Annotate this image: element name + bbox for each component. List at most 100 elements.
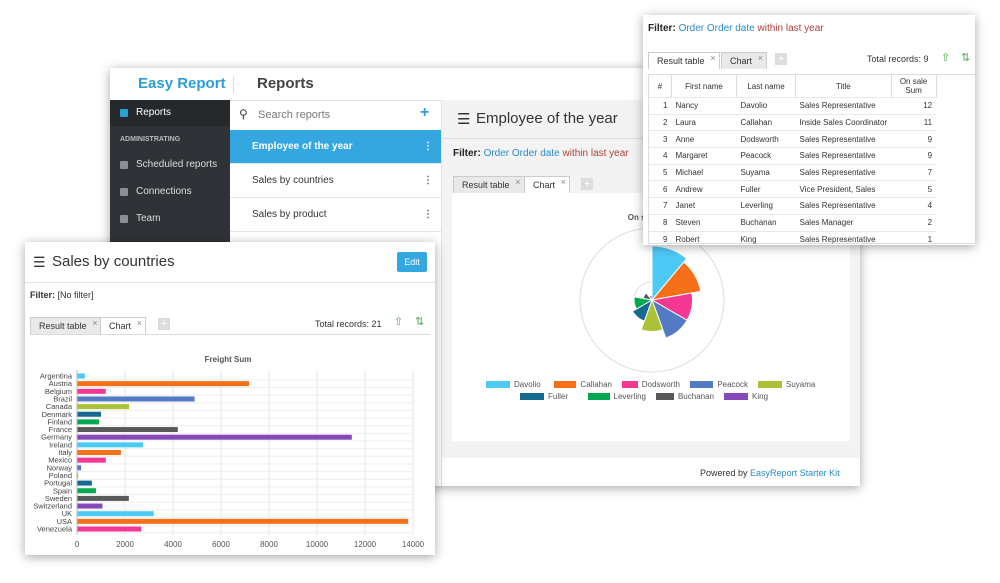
tab[interactable]: Result table ×: [648, 52, 720, 69]
bar: [77, 419, 100, 425]
add-tab[interactable]: +: [158, 318, 170, 330]
filter-label: Filter:: [648, 23, 676, 34]
table-row: 6 Andrew Fuller Vice President, Sales 5: [649, 180, 937, 199]
divider: [233, 76, 234, 93]
column-header: Title: [795, 75, 892, 98]
tab[interactable]: Result table ×: [30, 317, 102, 334]
y-tick-label: Italy: [58, 448, 72, 457]
bar: [77, 480, 92, 486]
polar-wedge: [650, 261, 702, 301]
polar-wedge: [631, 298, 653, 322]
bar: [77, 457, 106, 463]
table-row: 8 Steven Buchanan Sales Manager 2: [649, 214, 937, 232]
legend-item: Fuller: [520, 392, 578, 401]
table-cell: Sales Representative: [795, 97, 892, 115]
legend-swatch: [588, 393, 610, 400]
legend-label: Fuller: [548, 392, 569, 401]
table-cell: Andrew: [671, 180, 737, 199]
table-cell: 12: [891, 97, 937, 115]
polar-wedge: [651, 298, 688, 339]
legend-swatch: [622, 381, 638, 388]
bar: [77, 381, 250, 387]
table-cell: Davolio: [736, 97, 796, 115]
table-cell: Sales Representative: [795, 147, 892, 165]
bar: [77, 526, 142, 532]
report-item[interactable]: Employee of the year ⋮: [230, 130, 441, 164]
y-tick-label: Finland: [47, 417, 72, 426]
add-tab[interactable]: +: [775, 53, 787, 65]
legend-label: Callahan: [580, 380, 612, 389]
tab-label: Result table: [657, 56, 705, 66]
filter-field: Order Order date: [678, 23, 755, 34]
menu-item[interactable]: Team: [110, 206, 230, 232]
result-panel: Filter: Order Order date within last yea…: [643, 15, 975, 245]
table-row: 9 Robert King Sales Representative 1: [649, 231, 937, 245]
legend-label: King: [752, 392, 769, 401]
filter-field: Order Order date: [483, 148, 560, 159]
total-records: Total records: 9: [867, 54, 929, 64]
tab[interactable]: Chart ×: [524, 176, 571, 193]
table-cell: 5: [649, 164, 672, 182]
legend-item: Dodsworth: [622, 380, 680, 389]
tab[interactable]: Chart ×: [100, 317, 147, 334]
polar-wedge: [640, 298, 664, 332]
menu-label: Connections: [136, 186, 192, 197]
footer-link[interactable]: EasyReport Starter Kit: [750, 468, 840, 478]
bar: [77, 495, 129, 501]
menu-item[interactable]: Connections: [110, 179, 230, 205]
legend-swatch: [690, 381, 714, 388]
y-tick-label: Ireland: [49, 440, 72, 449]
table-cell: 6: [649, 180, 672, 199]
table-cell: King: [736, 231, 796, 245]
table-cell: Sales Representative: [795, 130, 892, 149]
x-tick-label: 10000: [306, 540, 329, 549]
table-row: 4 Margaret Peacock Sales Representative 9: [649, 147, 937, 165]
y-tick-label: Germany: [41, 433, 72, 442]
search[interactable]: ⚲ Search reports +: [230, 100, 441, 131]
table-cell: 11: [891, 114, 937, 132]
total-records: Total records: 21: [315, 319, 382, 329]
bar: [77, 373, 85, 379]
header-row: # First name Last name Title On sale Sum: [649, 75, 937, 98]
table-cell: Nancy: [671, 97, 737, 115]
add-tab[interactable]: +: [581, 178, 593, 190]
bar: [77, 411, 101, 417]
report-item[interactable]: Sales by product ⋮: [230, 198, 441, 232]
table-cell: Janet: [671, 197, 737, 215]
table-cell: 7: [891, 164, 937, 182]
table-cell: Vice President, Sales: [795, 180, 892, 199]
filter-condition: within last year: [562, 148, 629, 159]
legend-label: Suyama: [786, 380, 816, 389]
legend-swatch: [758, 381, 782, 388]
table-cell: 9: [649, 231, 672, 245]
table-cell: 1: [891, 231, 937, 245]
tab[interactable]: Result table ×: [453, 176, 525, 193]
polar-wedge: [642, 292, 654, 301]
report-item[interactable]: Sales by countries ⋮: [230, 164, 441, 198]
bar: [77, 434, 352, 440]
y-tick-label: Argentina: [40, 372, 73, 381]
filter: Filter: Order Order date within last yea…: [453, 148, 629, 159]
legend-item: Suyama: [758, 380, 816, 389]
table-cell: Sales Manager: [795, 214, 892, 232]
bar: [77, 518, 409, 524]
tab[interactable]: Chart ×: [721, 52, 768, 69]
edit-button[interactable]: Edit: [397, 252, 427, 272]
x-tick-label: 0: [75, 540, 80, 549]
menu-item[interactable]: Reports: [110, 100, 230, 126]
legend-label: Peacock: [717, 380, 748, 389]
legend-swatch: [554, 381, 577, 388]
footer-text: Powered by: [700, 468, 748, 478]
table-cell: 7: [649, 197, 672, 215]
polar-wedge: [648, 294, 653, 302]
search-placeholder: Search reports: [258, 109, 331, 121]
menu-label: Reports: [136, 107, 172, 118]
y-tick-label: Portugal: [44, 479, 72, 488]
column-header: On sale Sum: [891, 75, 937, 98]
report-title: Sales by countries: [52, 253, 175, 270]
table-cell: 8: [649, 214, 672, 232]
menu-item[interactable]: Scheduled reports: [110, 152, 230, 178]
tab-label: Result table: [39, 321, 87, 331]
filter: Filter: [No filter]: [30, 290, 94, 300]
